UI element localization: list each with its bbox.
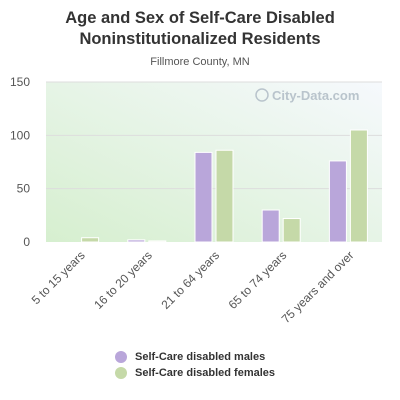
bar-females	[148, 240, 167, 243]
x-tick-label: 21 to 64 years	[158, 248, 222, 312]
bar-females	[81, 237, 100, 243]
x-tick-label: 5 to 15 years	[29, 248, 88, 307]
watermark: City-Data.com	[255, 88, 359, 103]
legend: Self-Care disabled males Self-Care disab…	[115, 349, 275, 381]
x-tick-label: 16 to 20 years	[91, 248, 155, 312]
bar-males	[194, 151, 213, 243]
legend-label-females: Self-Care disabled females	[135, 367, 276, 379]
chart-title-line-2: Noninstitutionalized Residents	[79, 30, 321, 48]
y-axis-ticks: 0 50 100 150	[10, 75, 30, 249]
y-tick-label: 100	[10, 128, 30, 142]
bar-males	[127, 239, 146, 243]
bars	[81, 129, 368, 243]
legend-swatch-females	[115, 367, 127, 379]
bar-females	[349, 129, 368, 243]
chart-title: Age and Sex of Self-Care Disabled Nonins…	[0, 8, 400, 50]
y-tick-label: 150	[10, 75, 30, 89]
x-axis-ticks: 5 to 15 years 16 to 20 years 21 to 64 year…	[29, 248, 357, 326]
bar-males	[261, 209, 280, 243]
watermark-text: City-Data.com	[272, 88, 359, 103]
bar-females	[282, 218, 301, 243]
legend-swatch-males	[115, 351, 127, 363]
x-tick-label: 65 to 74 years	[226, 248, 290, 312]
legend-label-males: Self-Care disabled males	[135, 351, 266, 363]
watermark-globe-icon	[255, 88, 269, 102]
y-tick-label: 50	[17, 182, 31, 196]
gridlines	[46, 81, 382, 190]
bar-males	[328, 160, 347, 243]
bar-females	[215, 149, 234, 243]
chart-subtitle: Fillmore County, MN	[150, 56, 250, 68]
plot-area	[46, 82, 382, 242]
legend-item-females: Self-Care disabled females	[115, 365, 275, 381]
legend-item-males: Self-Care disabled males	[115, 349, 275, 365]
y-tick-label: 0	[23, 235, 30, 249]
chart-title-line-1: Age and Sex of Self-Care Disabled	[65, 9, 335, 27]
x-tick-label: 75 years and over	[279, 248, 357, 326]
